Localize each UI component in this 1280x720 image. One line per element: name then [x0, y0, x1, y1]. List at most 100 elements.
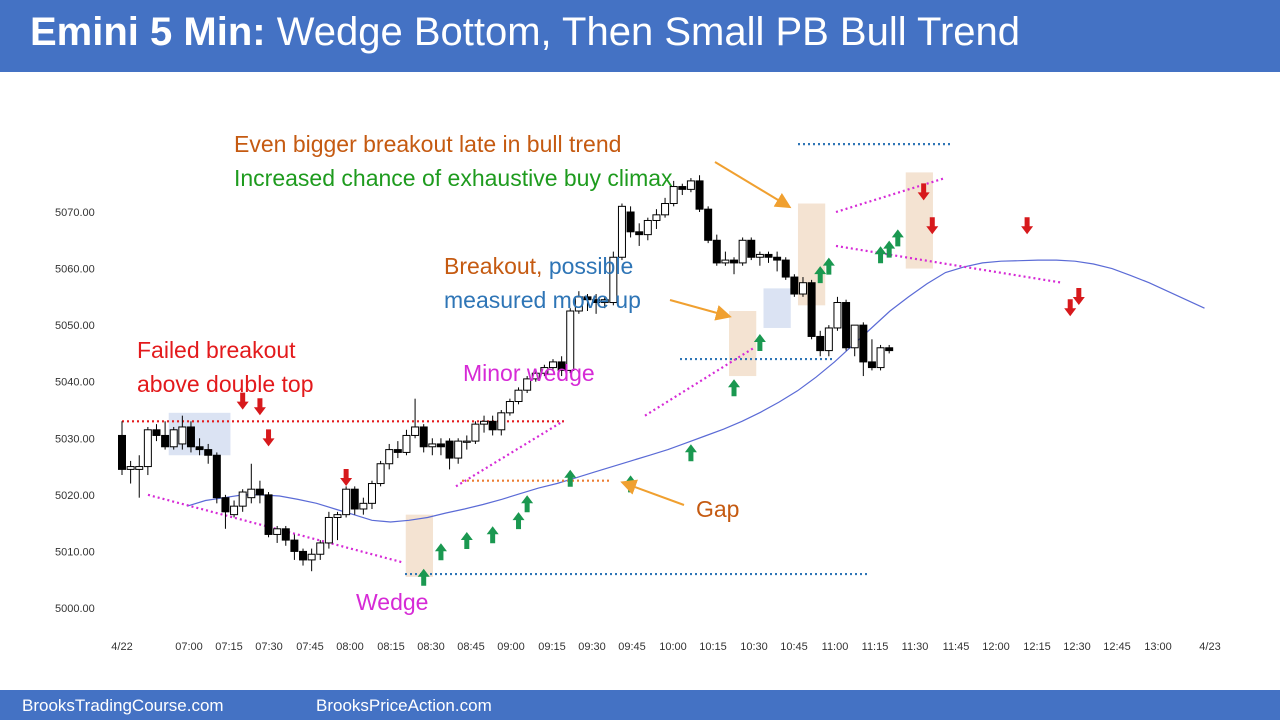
bull-candle: [471, 423, 480, 442]
bull-arrow-icon: [460, 531, 473, 549]
bear-candle: [583, 296, 592, 301]
bull-candle: [540, 367, 549, 374]
bear-candle: [626, 211, 635, 233]
x-tick-label: 07:00: [175, 641, 203, 653]
bear-candle: [678, 186, 687, 190]
bull-candle: [385, 449, 394, 465]
bull-candle: [376, 463, 385, 485]
bull-candle: [402, 434, 411, 453]
moving-average-line: [186, 259, 1205, 523]
bear-arrow-icon: [236, 392, 249, 410]
bull-candle: [307, 553, 316, 561]
bull-candle: [505, 401, 514, 414]
y-tick-label: 5060.00: [55, 264, 95, 276]
bull-arrow-icon: [564, 469, 577, 487]
x-tick-label: 10:15: [699, 641, 727, 653]
bear-arrow-icon: [926, 217, 939, 235]
bear-candle: [773, 256, 782, 261]
bear-candle: [436, 443, 445, 448]
bear-candle: [816, 335, 825, 352]
bull-candle: [755, 253, 764, 258]
x-tick-label: 11:45: [943, 641, 970, 653]
bull-arrow-icon: [417, 568, 430, 586]
bull-candle: [600, 299, 609, 304]
y-tick-label: 5030.00: [55, 433, 95, 445]
slide-title: Emini 5 Min: Wedge Bottom, Then Small PB…: [30, 10, 1020, 55]
measured-move-text: measured move up: [444, 287, 641, 313]
y-tick-label: 5050.00: [55, 320, 95, 332]
bull-candle: [342, 488, 351, 516]
y-tick-label: 5070.00: [55, 207, 95, 219]
top-channel-upper-line: [835, 177, 946, 214]
x-tick-label: 11:00: [822, 641, 849, 653]
bear-arrow-icon: [340, 469, 353, 487]
bull-candle: [531, 372, 540, 380]
breakout-label: Breakout, possible measured move up: [444, 249, 641, 317]
wedge-label: Wedge: [356, 589, 429, 615]
bear-candle: [118, 434, 126, 470]
bull-candle: [661, 203, 670, 216]
x-tick-label: 10:00: [659, 641, 687, 653]
bull-candle: [480, 420, 489, 425]
bear-candle: [859, 324, 868, 363]
bear-candle: [790, 276, 799, 295]
gap-label: Gap: [696, 496, 740, 522]
bull-arrow-icon: [486, 526, 499, 544]
bull-candle: [273, 528, 282, 535]
bear-candle: [712, 239, 721, 264]
bull-arrow-icon: [822, 257, 835, 275]
x-tick-label: 12:00: [982, 641, 1010, 653]
x-tick-label: 11:15: [862, 641, 889, 653]
bull-candle: [238, 491, 247, 507]
bull-candle: [549, 361, 557, 369]
bull-candle: [523, 378, 532, 391]
climax-pointer-arrow: [714, 161, 792, 209]
bull-candle: [143, 429, 152, 468]
channel-trendline: [644, 346, 755, 417]
x-tick-label: 09:45: [618, 641, 646, 653]
possible-word: possible: [542, 253, 634, 279]
bear-candle: [867, 361, 876, 369]
bull-candle: [669, 186, 678, 205]
bull-candle: [738, 239, 747, 264]
x-tick-label: 09:30: [578, 641, 606, 653]
bear-candle: [195, 446, 204, 451]
bear-candle: [807, 282, 816, 337]
bear-candle: [255, 488, 264, 496]
x-tick-label: 08:45: [457, 641, 485, 653]
bull-candle: [643, 219, 652, 236]
bull-candle: [721, 259, 730, 264]
bear-candle: [695, 180, 704, 210]
bull-candle: [652, 214, 661, 221]
wedge-trendline: [147, 493, 405, 564]
x-tick-label: 13:00: [1144, 641, 1172, 653]
bull-candle: [617, 205, 626, 258]
bull-candle: [454, 440, 463, 459]
minor-wedge-label: Minor wedge: [463, 360, 595, 386]
bull-arrow-icon: [814, 266, 827, 284]
bear-arrow-icon: [1072, 287, 1085, 305]
bull-candle: [316, 542, 325, 555]
x-tick-label: 12:30: [1063, 641, 1091, 653]
bull-candle: [833, 302, 842, 329]
footer-link-brookspriceaction[interactable]: BrooksPriceAction.com: [316, 696, 492, 715]
x-tick-label: 07:15: [215, 641, 243, 653]
bull-arrow-icon: [684, 444, 697, 462]
pause-box: [763, 288, 791, 328]
bear-candle: [730, 259, 739, 264]
bear-candle: [764, 253, 773, 258]
bull-arrow-icon: [753, 333, 766, 351]
bull-arrow-icon: [521, 495, 534, 513]
bear-candle: [445, 440, 454, 459]
bear-candle: [290, 539, 299, 552]
bear-candle: [350, 488, 359, 510]
bull-candle: [135, 466, 144, 470]
bear-candle: [842, 302, 851, 349]
bull-arrow-icon: [728, 379, 741, 397]
x-tick-label: 10:45: [780, 641, 808, 653]
bull-candle: [247, 488, 256, 499]
footer-link-brookstradingcourse[interactable]: BrooksTradingCourse.com: [22, 696, 224, 715]
y-tick-label: 5010.00: [55, 546, 95, 558]
bear-candle: [264, 494, 273, 535]
bull-arrow-icon: [883, 240, 896, 258]
